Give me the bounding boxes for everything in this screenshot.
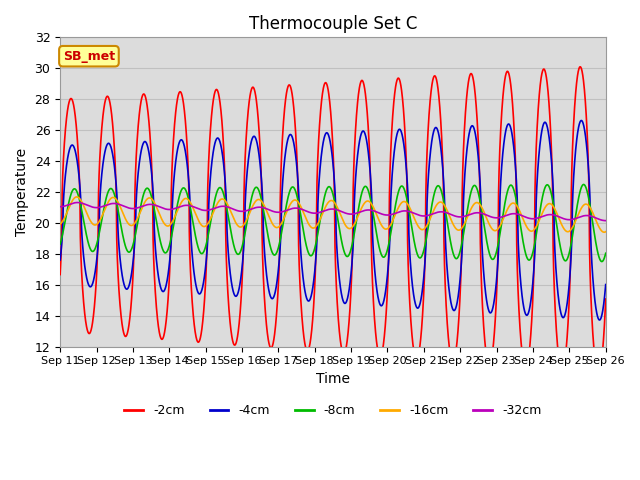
Y-axis label: Temperature: Temperature: [15, 148, 29, 236]
Title: Thermocouple Set C: Thermocouple Set C: [249, 15, 417, 33]
X-axis label: Time: Time: [316, 372, 350, 386]
Legend: -2cm, -4cm, -8cm, -16cm, -32cm: -2cm, -4cm, -8cm, -16cm, -32cm: [119, 399, 547, 422]
Text: SB_met: SB_met: [63, 50, 115, 63]
